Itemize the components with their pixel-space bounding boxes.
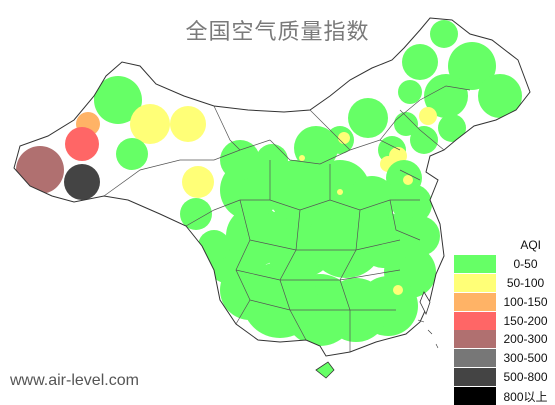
legend-swatch	[454, 311, 496, 330]
page-title: 全国空气质量指数	[185, 20, 370, 45]
legend-swatch	[454, 387, 496, 405]
south-islands	[417, 319, 439, 349]
legend-label: 50-100	[506, 275, 545, 290]
legend-label: 300-500	[503, 351, 548, 366]
legend-label: 500-800	[503, 370, 548, 385]
legend-item: 500-800	[454, 368, 555, 387]
legend-label: 100-150	[503, 294, 548, 309]
province-borders	[103, 85, 471, 352]
legend-swatch	[454, 273, 496, 292]
legend-item: 0-50	[454, 254, 555, 273]
legend-label: 150-200	[503, 313, 548, 328]
legend-swatch	[454, 368, 496, 387]
legend-item: 200-300	[454, 330, 555, 349]
hainan-island	[315, 361, 335, 379]
legend-label: 800以上	[503, 389, 548, 404]
taiwan-island	[419, 291, 431, 316]
legend-item: 800以上	[454, 387, 555, 405]
site-watermark: www.air-level.com	[10, 372, 139, 389]
china-outline	[13, 17, 531, 357]
aqi-legend: AQI 0-50 50-100 100-150 150-200 200-300 …	[454, 236, 555, 405]
legend-label: 200-300	[503, 332, 548, 347]
legend-item: 150-200	[454, 311, 555, 330]
legend-item: 100-150	[454, 292, 555, 311]
legend-swatch	[454, 254, 496, 273]
legend-swatch	[454, 330, 496, 349]
legend-swatch	[454, 292, 496, 311]
legend-label: 0-50	[513, 256, 538, 271]
legend-title: AQI	[520, 238, 541, 252]
legend-item: 50-100	[454, 273, 555, 292]
legend-item: 300-500	[454, 349, 555, 368]
legend-swatch	[454, 349, 496, 368]
